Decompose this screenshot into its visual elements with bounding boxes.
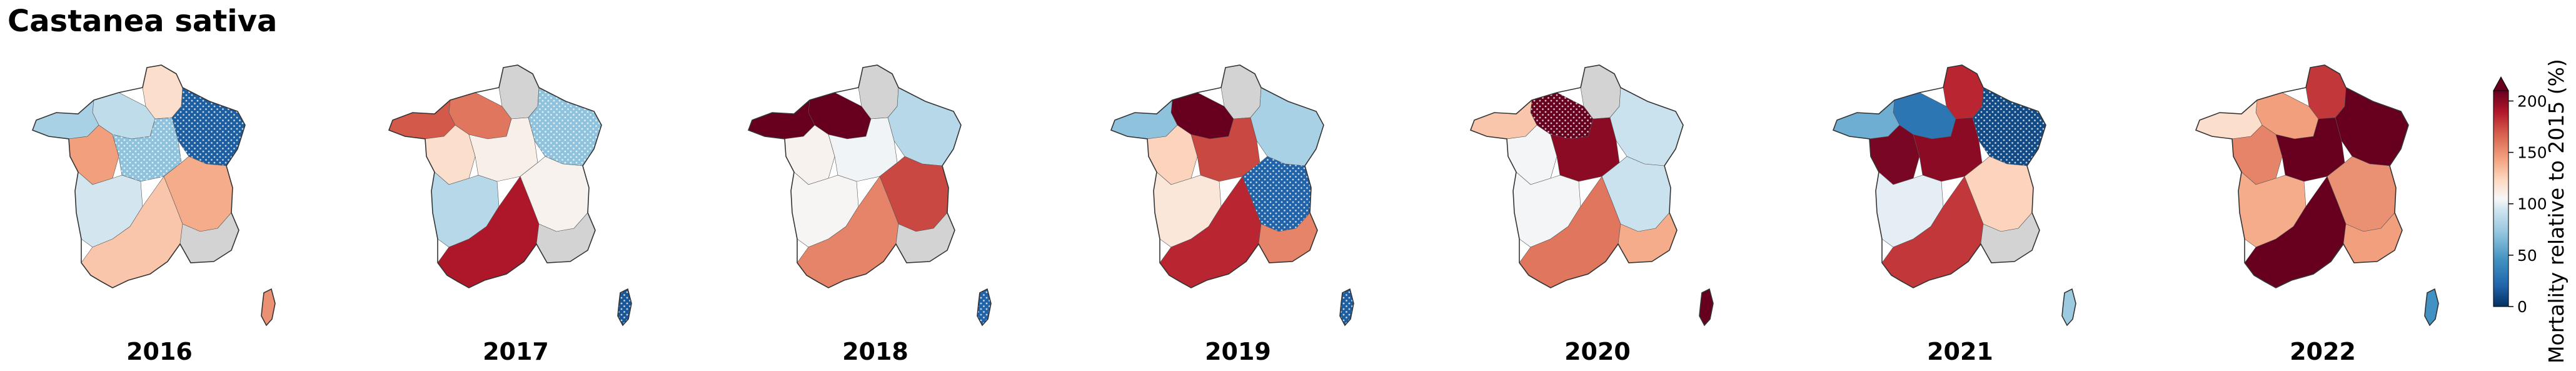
map-2021 xyxy=(1832,64,2076,327)
corsica-outline-2021 xyxy=(2061,288,2076,327)
hatch-corsica-2017 xyxy=(618,289,631,325)
region-centre-2020 xyxy=(1550,117,1620,182)
colorbar-gradient xyxy=(2493,90,2509,307)
corsica-outline-2022 xyxy=(2424,288,2439,327)
map-2020 xyxy=(1469,64,1714,327)
colorbar-tick-label-100: 100 xyxy=(2517,195,2547,213)
hatch-north-west-2020 xyxy=(1531,93,1593,139)
map-2017 xyxy=(388,64,632,327)
colorbar-tick-label-0: 0 xyxy=(2517,298,2527,316)
region-centre-2017 xyxy=(468,117,538,182)
region-centre-2022 xyxy=(2275,117,2345,182)
region-brittany-2021 xyxy=(1833,99,1900,140)
hatch-corsica-2019 xyxy=(1340,289,1354,325)
maps-layer: 2016 2017 2018 2019 2020 2021 2022 xyxy=(31,64,2439,365)
colorbar-tick-label-150: 150 xyxy=(2517,144,2547,162)
year-label-2017: 2017 xyxy=(483,338,549,365)
country-outline-2020 xyxy=(1469,64,1684,288)
colorbar-tick-label-50: 50 xyxy=(2517,246,2537,265)
map-2022 xyxy=(2195,64,2439,327)
year-label-2020: 2020 xyxy=(1564,338,1631,365)
year-label-2022: 2022 xyxy=(2290,338,2356,365)
year-label-2016: 2016 xyxy=(126,338,193,365)
corsica-outline-2016 xyxy=(261,288,276,327)
colorbar-extend-max xyxy=(2493,76,2509,91)
colorbar-axis-label: Mortality relative to 2015 (%) xyxy=(2544,59,2568,363)
corsica-outline-2020 xyxy=(1699,288,1714,327)
hatch-north-east-2016 xyxy=(172,88,245,166)
year-label-2018: 2018 xyxy=(842,338,908,365)
country-outline-2019 xyxy=(1110,64,1324,288)
region-centre-2018 xyxy=(828,117,898,182)
corsica-outline-2017 xyxy=(617,288,632,327)
hatch-corsica-2018 xyxy=(977,289,991,325)
region-centre-2019 xyxy=(1190,117,1260,182)
corsica-outline-2019 xyxy=(1339,288,1354,327)
region-brittany-2017 xyxy=(388,99,456,140)
country-outline-2016 xyxy=(31,64,246,288)
country-outline-2017 xyxy=(388,64,602,288)
year-label-2019: 2019 xyxy=(1205,338,1271,365)
region-centre-2021 xyxy=(1913,117,1983,182)
hatch-east-2019 xyxy=(1242,156,1311,231)
country-outline-2021 xyxy=(1832,64,2046,288)
corsica-outline-2018 xyxy=(977,288,992,327)
hatch-centre-2016 xyxy=(113,118,181,181)
country-outline-2022 xyxy=(2195,64,2409,288)
map-2016 xyxy=(31,64,276,327)
figure-title: Castanea sativa xyxy=(8,4,278,39)
region-brittany-2022 xyxy=(2195,99,2263,140)
region-brittany-2019 xyxy=(1110,99,1178,140)
colorbar-tick-label-200: 200 xyxy=(2517,92,2547,110)
region-brittany-2016 xyxy=(32,99,99,140)
year-label-2021: 2021 xyxy=(1927,338,1993,365)
country-outline-2018 xyxy=(747,64,962,288)
hatch-north-east-2017 xyxy=(528,88,601,166)
map-2018 xyxy=(747,64,992,327)
region-brittany-2018 xyxy=(748,99,815,140)
region-brittany-2020 xyxy=(1470,99,1537,140)
map-2019 xyxy=(1110,64,1354,327)
hatch-north-east-2021 xyxy=(1973,88,2046,166)
